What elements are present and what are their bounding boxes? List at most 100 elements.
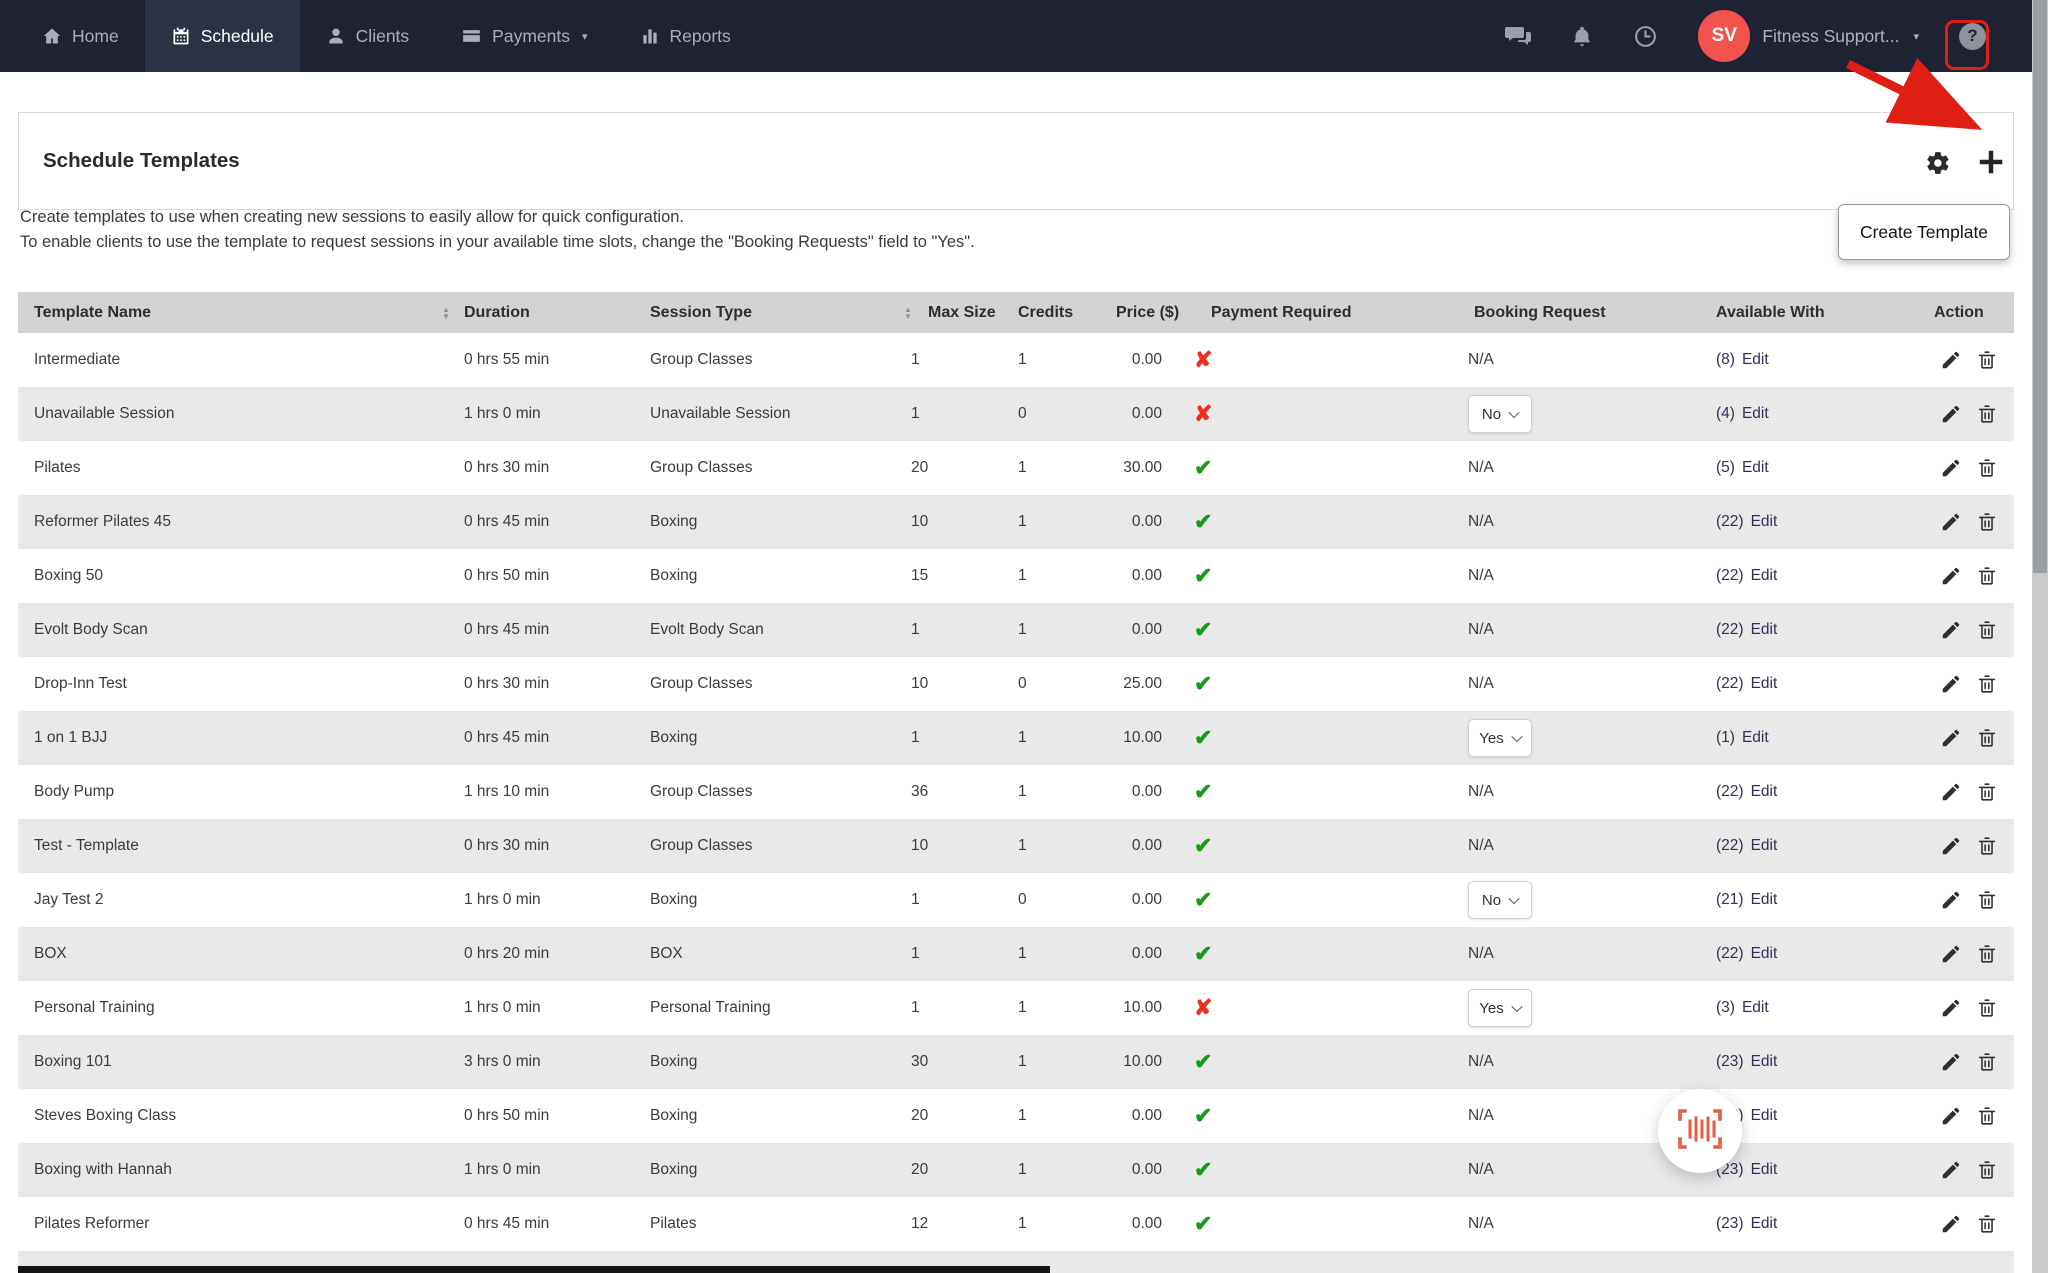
available-edit-link[interactable]: Edit: [1750, 1053, 1778, 1070]
edit-pencil-icon[interactable]: [1940, 673, 1962, 695]
edit-pencil-icon[interactable]: [1940, 781, 1962, 803]
nav-item-schedule[interactable]: Schedule: [144, 0, 300, 72]
account-menu[interactable]: SV Fitness Support... ▾: [1698, 10, 1919, 62]
delete-trash-icon[interactable]: [1976, 565, 1998, 587]
max-size-cell: 10: [911, 675, 929, 692]
action-cell: [1940, 1143, 1998, 1197]
available-edit-link[interactable]: Edit: [1750, 1107, 1778, 1124]
booking-request-na: N/A: [1468, 621, 1494, 638]
available-edit-link[interactable]: Edit: [1741, 459, 1769, 476]
edit-pencil-icon[interactable]: [1940, 1213, 1962, 1235]
delete-trash-icon[interactable]: [1976, 673, 1998, 695]
edit-pencil-icon[interactable]: [1940, 1105, 1962, 1127]
booking-request-select[interactable]: No: [1468, 881, 1532, 919]
delete-trash-icon[interactable]: [1976, 511, 1998, 533]
duration-cell: 0 hrs 30 min: [464, 675, 550, 692]
edit-pencil-icon[interactable]: [1940, 619, 1962, 641]
credits-cell: 1: [1018, 567, 1027, 584]
col-template-name[interactable]: Template Name: [34, 303, 152, 321]
edit-pencil-icon[interactable]: [1940, 943, 1962, 965]
delete-trash-icon[interactable]: [1976, 997, 1998, 1019]
available-edit-link[interactable]: Edit: [1750, 621, 1778, 638]
max-size-cell: 10: [911, 837, 929, 854]
delete-trash-icon[interactable]: [1976, 403, 1998, 425]
available-count: (22): [1716, 513, 1744, 530]
available-edit-link[interactable]: Edit: [1741, 999, 1769, 1016]
edit-pencil-icon[interactable]: [1940, 1051, 1962, 1073]
delete-trash-icon[interactable]: [1976, 727, 1998, 749]
action-cell: [1940, 603, 1998, 657]
available-edit-link[interactable]: Edit: [1750, 675, 1778, 692]
available-edit-link[interactable]: Edit: [1750, 1161, 1778, 1178]
edit-pencil-icon[interactable]: [1940, 835, 1962, 857]
nav-item-reports[interactable]: Reports: [614, 0, 757, 72]
available-edit-link[interactable]: Edit: [1750, 513, 1778, 530]
edit-pencil-icon[interactable]: [1940, 457, 1962, 479]
support-beacon-button[interactable]: [1658, 1089, 1742, 1173]
edit-pencil-icon[interactable]: [1940, 889, 1962, 911]
chat-icon[interactable]: [1505, 24, 1532, 48]
col-available-with: Available With: [1716, 303, 1825, 321]
delete-trash-icon[interactable]: [1976, 943, 1998, 965]
available-edit-link[interactable]: Edit: [1750, 837, 1778, 854]
edit-pencil-icon[interactable]: [1940, 997, 1962, 1019]
create-template-plus-icon[interactable]: [1976, 147, 2006, 182]
booking-request-select[interactable]: Yes: [1468, 719, 1532, 757]
edit-pencil-icon[interactable]: [1940, 349, 1962, 371]
template-name-cell: Intermediate: [34, 351, 121, 368]
available-edit-link[interactable]: Edit: [1741, 351, 1769, 368]
action-cell: [1940, 657, 1998, 711]
delete-trash-icon[interactable]: [1976, 835, 1998, 857]
delete-trash-icon[interactable]: [1976, 457, 1998, 479]
table-row: Pilates 0 hrs 30 min Group Classes 20 1 …: [18, 441, 2014, 495]
delete-trash-icon[interactable]: [1976, 349, 1998, 371]
edit-pencil-icon[interactable]: [1940, 565, 1962, 587]
delete-trash-icon[interactable]: [1976, 889, 1998, 911]
available-edit-link[interactable]: Edit: [1750, 1215, 1778, 1232]
scrollbar-track[interactable]: [2032, 0, 2048, 1273]
available-edit-link[interactable]: Edit: [1750, 783, 1778, 800]
nav-item-clients[interactable]: Clients: [300, 0, 436, 72]
delete-trash-icon[interactable]: [1976, 1213, 1998, 1235]
booking-request-select[interactable]: Yes: [1468, 989, 1532, 1027]
sort-icon[interactable]: ▲ ▼: [442, 304, 450, 321]
available-edit-link[interactable]: Edit: [1741, 729, 1769, 746]
available-edit-link[interactable]: Edit: [1750, 945, 1778, 962]
max-size-cell: 20: [911, 1161, 929, 1178]
delete-trash-icon[interactable]: [1976, 1105, 1998, 1127]
settings-gear-icon[interactable]: [1925, 150, 1951, 181]
available-count: (23): [1716, 1215, 1744, 1232]
nav-item-home[interactable]: Home: [16, 0, 145, 72]
credits-cell: 1: [1018, 729, 1027, 746]
available-edit-link[interactable]: Edit: [1750, 891, 1778, 908]
available-edit-link[interactable]: Edit: [1750, 567, 1778, 584]
delete-trash-icon[interactable]: [1976, 619, 1998, 641]
delete-trash-icon[interactable]: [1976, 781, 1998, 803]
delete-trash-icon[interactable]: [1976, 1051, 1998, 1073]
template-name-cell: Steves Boxing Class: [34, 1107, 177, 1124]
nav-label: Payments: [492, 25, 570, 46]
nav-item-payments[interactable]: Payments ▾: [435, 0, 613, 72]
booking-request-na: N/A: [1468, 1161, 1494, 1178]
edit-pencil-icon[interactable]: [1940, 1159, 1962, 1181]
price-cell: 0.00: [1131, 351, 1162, 368]
chevron-down-icon: [1511, 730, 1523, 743]
delete-trash-icon[interactable]: [1976, 1159, 1998, 1181]
scrollbar-thumb[interactable]: [2033, 0, 2047, 573]
duration-cell: 0 hrs 45 min: [464, 513, 550, 530]
available-edit-link[interactable]: Edit: [1741, 405, 1769, 422]
col-session-type[interactable]: Session Type: [650, 303, 752, 321]
template-name-cell: Drop-Inn Test: [34, 675, 127, 692]
edit-pencil-icon[interactable]: [1940, 511, 1962, 533]
col-max-size: Max Size: [928, 303, 996, 321]
booking-request-select[interactable]: No: [1468, 395, 1532, 433]
clock-icon[interactable]: [1633, 24, 1658, 49]
help-icon[interactable]: ?: [1959, 22, 1986, 50]
edit-pencil-icon[interactable]: [1940, 727, 1962, 749]
sort-icon[interactable]: ▲ ▼: [904, 304, 912, 321]
chevron-down-icon: [1508, 406, 1520, 419]
bell-icon[interactable]: [1571, 24, 1593, 48]
available-count: (5): [1716, 459, 1735, 476]
edit-pencil-icon[interactable]: [1940, 403, 1962, 425]
action-cell: [1940, 819, 1998, 873]
